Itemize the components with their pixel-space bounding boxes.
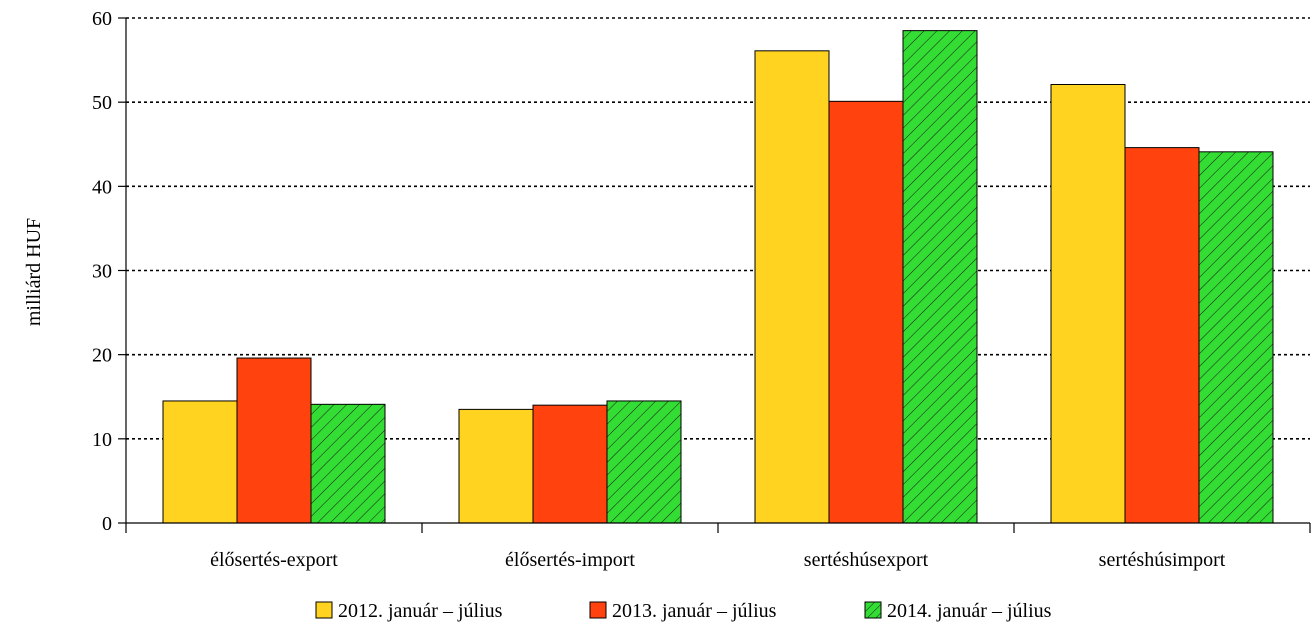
bar-series-3-category-2 [606,400,682,524]
axes [118,17,1311,533]
bar-series-1-category-2 [458,408,534,524]
legend-swatch [589,601,607,619]
bar-series-2-category-1 [236,357,312,524]
legend-label: 2014. január – július [887,600,1052,622]
category-label: sertéshúsexport [804,549,929,571]
bar-series-1-category-1 [162,400,238,524]
y-tick-label: 0 [102,513,112,535]
bar-series-2-category-4 [1124,147,1200,524]
y-axis-title: milliárd HUF [23,218,45,326]
legend-label: 2012. január – július [338,600,503,622]
legend-swatch [315,601,333,619]
legend-label: 2013. január – július [612,600,777,622]
bars [162,30,1274,524]
y-tick-label: 10 [92,429,112,451]
legend-swatch [864,601,882,619]
y-tick-label: 20 [92,345,112,367]
y-tick-label: 60 [92,8,112,30]
category-label: élősertés-import [505,549,635,571]
bar-series-3-category-3 [902,30,978,524]
labels: 0 10 20 30 40 50 60 élősertés-export élősertés-i… [92,8,1226,571]
y-tick-label: 50 [92,92,112,114]
bar-series-1-category-3 [754,50,830,524]
bar-series-1-category-4 [1050,83,1126,524]
category-label: élősertés-export [210,549,338,571]
y-tick-label: 40 [92,176,112,198]
bar-series-2-category-3 [828,100,904,524]
legend: 2012. január – július 2013. január – júli… [315,600,1052,622]
category-label: sertéshúsimport [1099,549,1226,571]
bar-series-3-category-1 [310,403,386,524]
y-tick-label: 30 [92,261,112,283]
bar-series-2-category-2 [532,404,608,524]
bar-series-3-category-4 [1198,151,1274,524]
